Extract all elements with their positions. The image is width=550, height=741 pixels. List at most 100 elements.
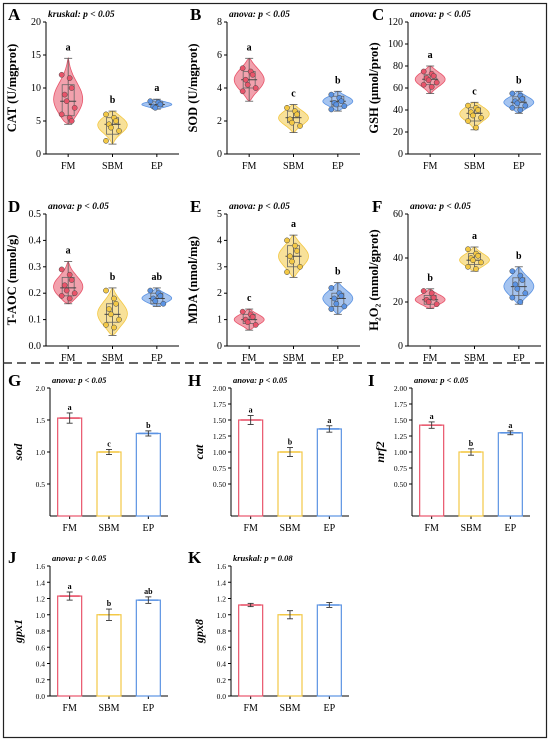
- y-tick-label: 0: [398, 149, 403, 160]
- data-point: [522, 290, 529, 297]
- data-point: [63, 98, 70, 105]
- data-point: [61, 91, 68, 98]
- data-point: [289, 119, 295, 126]
- y-tick-label: 20: [393, 127, 403, 138]
- sig-letter: a: [291, 219, 296, 230]
- data-point: [111, 324, 117, 331]
- y-tick-label: 1.2: [217, 595, 227, 604]
- bar-fm: [238, 604, 264, 697]
- x-tick-label: FM: [424, 523, 439, 534]
- y-axis-label: cat: [192, 444, 206, 459]
- bar-sbm: [277, 451, 303, 517]
- data-point: [338, 98, 345, 105]
- stat-annotation: anova: p < 0.05: [229, 10, 290, 20]
- bar-ep: [316, 604, 342, 697]
- data-point: [242, 76, 249, 83]
- data-point: [68, 118, 75, 124]
- bar-ep: [135, 432, 161, 517]
- data-point: [470, 257, 476, 264]
- x-tick-label: FM: [243, 523, 258, 534]
- y-tick-label: 0.50: [213, 480, 226, 489]
- panel-letter: C: [372, 5, 384, 24]
- data-point: [522, 102, 529, 109]
- data-point: [297, 263, 303, 270]
- data-point: [111, 295, 117, 302]
- y-tick-label: 2.0: [36, 384, 46, 393]
- data-point: [108, 311, 114, 318]
- y-tick-label: 60: [393, 209, 403, 220]
- panel-letter: A: [8, 5, 21, 24]
- stat-annotation: kruskal: p = 0.08: [233, 553, 293, 563]
- data-point: [284, 269, 290, 275]
- y-axis-label: gpx8: [192, 619, 206, 644]
- bar-ep: [135, 599, 161, 697]
- y-tick-label: 1.0: [36, 611, 46, 620]
- y-tick-label: 0.2: [217, 676, 227, 685]
- data-point: [58, 266, 65, 273]
- sig-letter: b: [469, 439, 474, 448]
- data-point: [103, 111, 109, 118]
- y-tick-label: 1.75: [394, 400, 407, 409]
- data-point: [341, 303, 348, 310]
- sig-letter: a: [154, 83, 159, 94]
- x-tick-label: EP: [151, 161, 163, 172]
- data-point: [465, 118, 471, 124]
- sig-letter: a: [249, 406, 253, 415]
- bar-fm: [57, 417, 83, 517]
- data-point: [328, 285, 335, 291]
- data-point: [292, 242, 298, 249]
- x-tick-label: SBM: [283, 353, 304, 364]
- data-point: [470, 112, 476, 119]
- data-point: [157, 292, 164, 299]
- data-point: [113, 118, 119, 124]
- x-tick-label: FM: [61, 161, 76, 172]
- x-tick-label: FM: [423, 353, 438, 364]
- data-point: [66, 271, 73, 278]
- x-tick-label: EP: [323, 703, 335, 714]
- panel-letter: D: [8, 197, 20, 216]
- y-tick-label: 20: [31, 17, 41, 28]
- stat-annotation: anova: p < 0.05: [52, 553, 107, 563]
- y-axis-label: nrf2: [373, 441, 387, 462]
- sig-letter: a: [66, 42, 71, 53]
- y-tick-label: 2.00: [394, 384, 407, 393]
- sig-letter: b: [516, 75, 522, 86]
- y-tick-label: 1.2: [36, 595, 46, 604]
- data-point: [103, 137, 109, 144]
- data-point: [147, 98, 154, 105]
- data-point: [249, 314, 256, 320]
- data-point: [478, 259, 484, 266]
- y-tick-label: 0: [217, 149, 222, 160]
- y-tick-label: 2: [217, 288, 222, 299]
- y-tick-label: 0.2: [29, 288, 42, 299]
- x-tick-label: SBM: [279, 703, 300, 714]
- data-point: [239, 308, 246, 315]
- x-tick-label: SBM: [98, 703, 119, 714]
- y-tick-label: 0.3: [29, 262, 42, 273]
- x-tick-label: SBM: [464, 353, 485, 364]
- sig-letter: c: [247, 293, 252, 304]
- x-tick-label: EP: [142, 703, 154, 714]
- data-point: [61, 282, 68, 289]
- y-tick-label: 0.5: [29, 209, 42, 220]
- y-axis-label: SOD (U/mgprot): [186, 43, 200, 132]
- y-tick-label: 0.5: [36, 480, 46, 489]
- bar-fm: [419, 424, 445, 517]
- data-point: [338, 292, 345, 299]
- data-point: [430, 294, 437, 301]
- data-point: [473, 124, 479, 131]
- data-point: [66, 75, 73, 81]
- data-point: [509, 294, 516, 301]
- y-tick-label: 20: [393, 297, 403, 308]
- x-tick-label: FM: [61, 353, 76, 364]
- y-tick-label: 5: [36, 116, 41, 127]
- data-point: [239, 88, 246, 95]
- data-point: [68, 85, 75, 91]
- y-tick-label: 1.00: [394, 448, 407, 457]
- panel-letter: K: [188, 548, 202, 567]
